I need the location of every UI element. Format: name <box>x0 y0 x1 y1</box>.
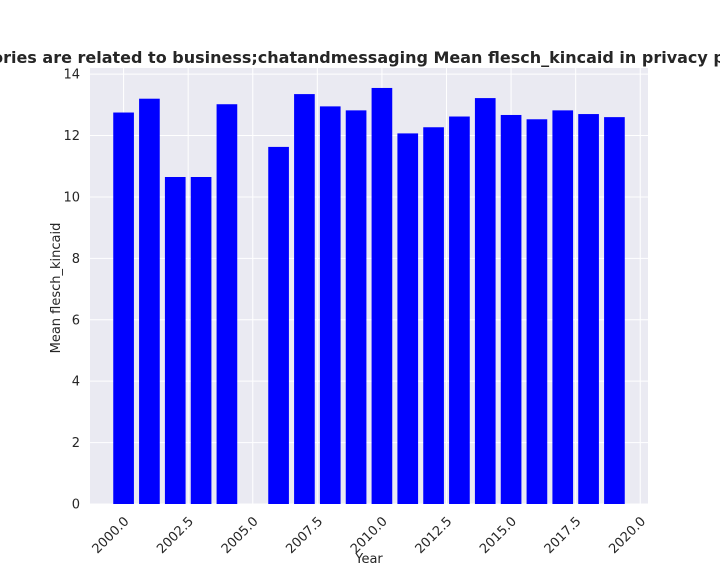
x-tick-label: 2017.5 <box>542 514 585 557</box>
y-tick-label: 2 <box>72 436 80 451</box>
bar-2019 <box>604 117 625 504</box>
bars <box>113 87 625 505</box>
bar-2018 <box>578 114 599 504</box>
y-tick-label: 4 <box>72 375 80 390</box>
x-tick-label: 2015.0 <box>477 514 520 557</box>
y-tick-label: 8 <box>72 252 80 267</box>
bar-2004 <box>216 104 238 504</box>
y-tick-label: 14 <box>63 68 80 83</box>
bar-2014 <box>474 98 496 504</box>
bar-2008 <box>319 106 341 504</box>
bar-2002 <box>164 177 186 504</box>
bar-2001 <box>139 98 160 504</box>
y-tick-label: 12 <box>63 129 80 144</box>
bar-2010 <box>371 87 393 504</box>
x-tick-label: 2002.5 <box>154 514 197 557</box>
y-tick-label: 6 <box>72 313 80 328</box>
y-tick-label: 10 <box>63 190 80 205</box>
bar-2017 <box>552 110 574 505</box>
x-tick-label: 2000.0 <box>90 514 133 557</box>
chart-title: categories are related to business;chata… <box>0 48 720 67</box>
bar-2015 <box>500 114 522 504</box>
bar-2012 <box>423 127 444 504</box>
bar-2003 <box>190 177 212 504</box>
bar-2006 <box>268 146 289 505</box>
x-axis-ticks: 2000.0 2002.5 2005.0 2007.5 2010.0 2012.5 2015… <box>90 514 649 557</box>
bar-2011 <box>397 133 419 504</box>
x-tick-label: 2010.0 <box>348 514 391 557</box>
bar-2007 <box>294 94 315 504</box>
y-axis-ticks: 0 2 4 6 8 10 12 14 <box>63 68 80 513</box>
y-tick-label: 0 <box>72 498 80 513</box>
y-axis-label: Mean flesch_kincaid <box>49 223 64 354</box>
x-tick-label: 2020.0 <box>606 514 649 557</box>
bar-2009 <box>345 110 367 505</box>
x-tick-label: 2012.5 <box>413 514 456 557</box>
bar-2016 <box>526 119 548 504</box>
x-axis-label: Year <box>354 552 383 567</box>
bar-2013 <box>449 116 470 505</box>
bar-2000 <box>113 112 134 505</box>
x-tick-label: 2007.5 <box>283 514 326 557</box>
x-tick-label: 2005.0 <box>219 514 262 557</box>
